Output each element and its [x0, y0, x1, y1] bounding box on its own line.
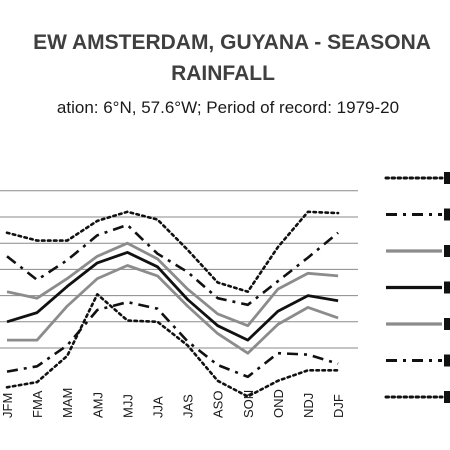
series-line-4	[6, 250, 339, 342]
series-line-1	[5, 210, 340, 294]
series-line-5	[7, 264, 339, 355]
x-tick-label: AMJ	[90, 392, 105, 418]
x-tick-label: FMA	[30, 390, 45, 418]
x-tick-label: JFM	[0, 393, 15, 418]
legend-marker-7	[444, 391, 450, 403]
x-tick-label: MAM	[60, 388, 75, 418]
series-line-3	[6, 241, 339, 328]
x-tick-label: JJA	[151, 396, 166, 418]
x-tick-label: ASO	[211, 391, 226, 418]
legend-marker-5	[444, 318, 450, 330]
chart-title-line2: RAINFALL	[171, 62, 275, 85]
series-line-6	[6, 300, 339, 379]
x-tick-label: DJF	[331, 394, 346, 418]
x-tick-label: SON	[241, 390, 256, 418]
chart-subtitle: ation: 6°N, 57.6°W; Period of record: 19…	[57, 98, 399, 117]
legend-marker-6	[444, 354, 450, 367]
chart-title-line1: EW AMSTERDAM, GUYANA - SEASONA	[33, 31, 431, 54]
series-line-7	[5, 292, 340, 398]
legend-marker-2	[444, 208, 450, 221]
x-tick-label: MJJ	[120, 394, 135, 418]
legend-marker-3	[444, 245, 450, 257]
x-tick-label: OND	[271, 389, 286, 418]
legend-marker-1	[444, 172, 450, 184]
legend	[384, 172, 450, 403]
x-tick-label: JAS	[181, 394, 196, 418]
x-axis-tick-labels: JFM FMA MAM AMJ MJJ JJA JAS ASO SON OND NDJ DJF	[0, 388, 346, 418]
x-tick-label: NDJ	[301, 393, 316, 418]
series-lines	[5, 210, 340, 398]
legend-marker-4	[444, 281, 450, 294]
